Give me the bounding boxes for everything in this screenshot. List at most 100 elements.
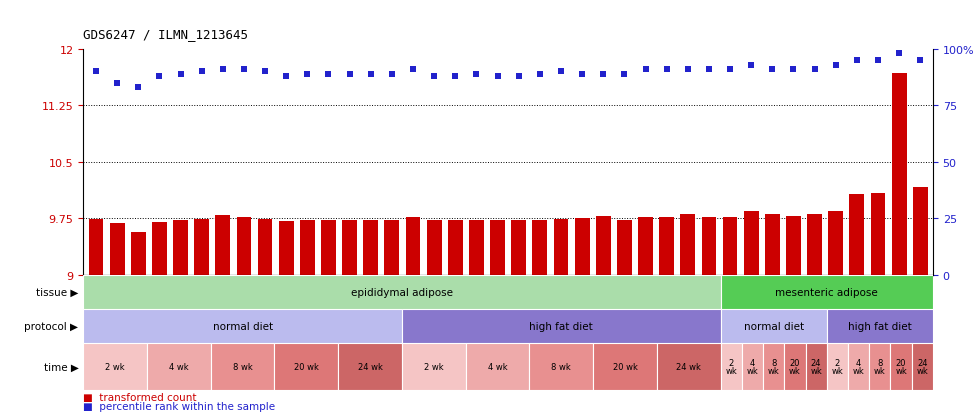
Point	[722, 66, 738, 73]
Text: 20
wk: 20 wk	[895, 358, 906, 375]
Bar	[469, 220, 484, 275]
Text: 4 wk: 4 wk	[488, 362, 508, 371]
Bar	[321, 220, 336, 275]
Point	[764, 66, 780, 73]
Bar	[891, 343, 911, 390]
Bar	[300, 221, 315, 275]
Point	[511, 74, 526, 80]
Text: high fat diet: high fat diet	[848, 321, 911, 331]
Bar	[911, 343, 933, 390]
Bar	[406, 217, 420, 275]
Text: tissue ▶: tissue ▶	[36, 287, 78, 297]
Text: 4
wk: 4 wk	[853, 358, 864, 375]
Bar	[765, 215, 780, 275]
Point	[405, 66, 420, 73]
Bar	[512, 220, 526, 275]
Bar	[274, 343, 338, 390]
Bar	[702, 218, 716, 275]
Bar	[808, 215, 822, 275]
Bar	[869, 343, 891, 390]
Bar	[593, 343, 657, 390]
Bar	[147, 343, 211, 390]
Text: high fat diet: high fat diet	[529, 321, 593, 331]
Point	[110, 80, 125, 87]
Text: 4 wk: 4 wk	[170, 362, 189, 371]
Point	[172, 71, 188, 78]
Bar	[744, 211, 759, 275]
Bar	[892, 74, 907, 275]
Text: ■  transformed count: ■ transformed count	[83, 392, 197, 402]
Point	[659, 66, 674, 73]
Text: ■  percentile rank within the sample: ■ percentile rank within the sample	[83, 401, 275, 411]
Text: time ▶: time ▶	[43, 361, 78, 372]
Text: mesenteric adipose: mesenteric adipose	[775, 287, 878, 297]
Bar	[827, 343, 848, 390]
Point	[384, 71, 400, 78]
Point	[342, 71, 358, 78]
Text: 20
wk: 20 wk	[789, 358, 801, 375]
Bar	[83, 309, 402, 343]
Bar	[827, 309, 933, 343]
Bar	[617, 220, 632, 275]
Bar	[596, 216, 611, 275]
Point	[701, 66, 716, 73]
Bar	[786, 216, 801, 275]
Bar	[554, 219, 568, 275]
Bar	[216, 216, 230, 275]
Point	[807, 66, 822, 73]
Bar	[448, 221, 463, 275]
Bar	[529, 343, 593, 390]
Bar	[720, 275, 933, 309]
Bar	[850, 195, 864, 275]
Point	[300, 71, 316, 78]
Text: GDS6247 / ILMN_1213645: GDS6247 / ILMN_1213645	[83, 28, 248, 41]
Text: epididymal adipose: epididymal adipose	[351, 287, 453, 297]
Point	[616, 71, 632, 78]
Bar	[532, 220, 547, 275]
Bar	[338, 343, 402, 390]
Text: 8
wk: 8 wk	[874, 358, 886, 375]
Bar	[278, 222, 294, 275]
Bar	[131, 232, 146, 275]
Bar	[490, 221, 505, 275]
Text: 2 wk: 2 wk	[424, 362, 444, 371]
Point	[448, 74, 464, 80]
Text: 20 wk: 20 wk	[612, 362, 637, 371]
Text: normal diet: normal diet	[744, 321, 804, 331]
Bar	[848, 343, 869, 390]
Bar	[384, 220, 399, 275]
Bar	[720, 309, 827, 343]
Bar	[364, 220, 378, 275]
Text: 8 wk: 8 wk	[232, 362, 253, 371]
Bar	[574, 219, 590, 275]
Point	[828, 62, 844, 69]
Bar	[466, 343, 529, 390]
Bar	[870, 193, 885, 275]
Bar	[236, 217, 251, 275]
Text: 8
wk: 8 wk	[767, 358, 779, 375]
Point	[320, 71, 336, 78]
Bar	[402, 343, 465, 390]
Point	[786, 66, 802, 73]
Text: 8 wk: 8 wk	[552, 362, 571, 371]
Point	[912, 57, 928, 64]
Bar	[722, 218, 738, 275]
Point	[363, 71, 378, 78]
Text: 24 wk: 24 wk	[676, 362, 701, 371]
Text: 4
wk: 4 wk	[747, 358, 759, 375]
Bar	[211, 343, 274, 390]
Bar	[660, 218, 674, 275]
Point	[744, 62, 760, 69]
Bar	[88, 219, 103, 275]
Text: 24 wk: 24 wk	[358, 362, 382, 371]
Bar	[784, 343, 806, 390]
Text: 2
wk: 2 wk	[831, 358, 843, 375]
Point	[194, 69, 210, 76]
Bar	[720, 343, 742, 390]
Point	[596, 71, 612, 78]
Point	[236, 66, 252, 73]
Point	[257, 69, 272, 76]
Point	[88, 69, 104, 76]
Point	[553, 69, 568, 76]
Point	[278, 74, 294, 80]
